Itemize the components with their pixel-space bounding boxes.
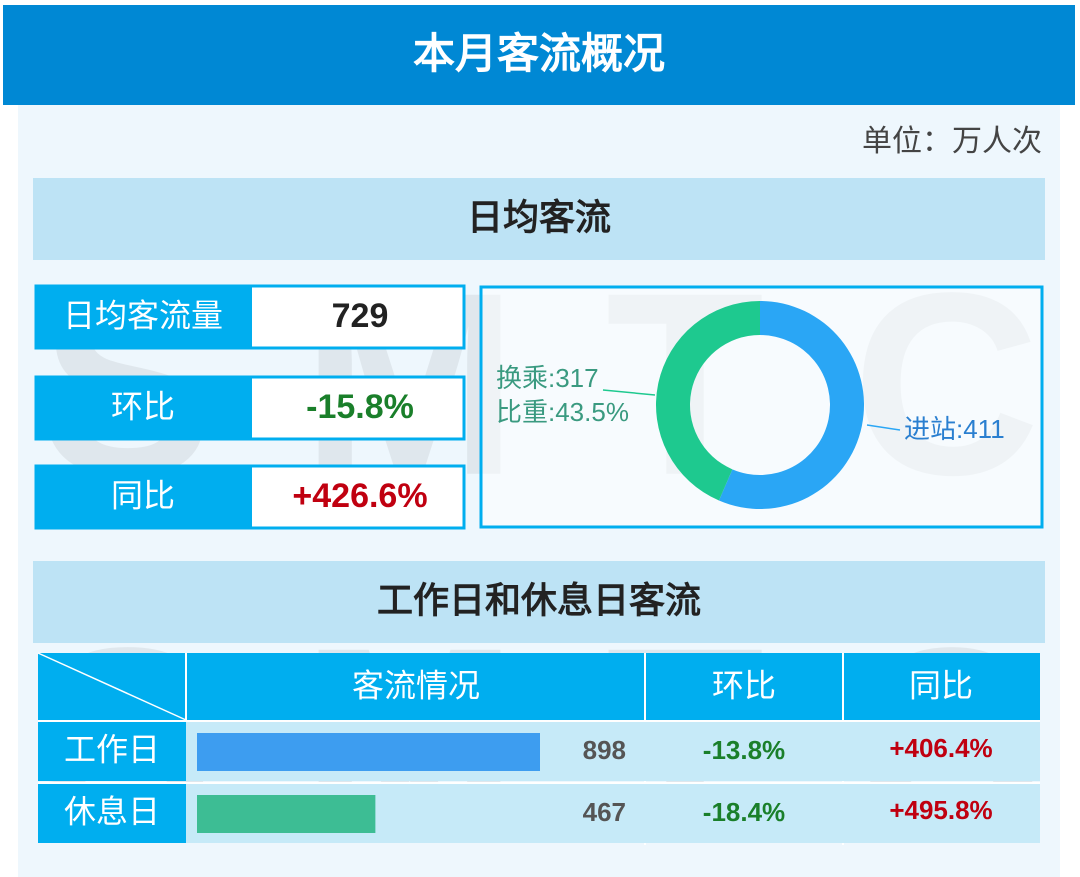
stat-value: +426.6% <box>292 477 427 515</box>
stat-label: 环比 <box>111 388 175 424</box>
column-header: 环比 <box>712 667 776 703</box>
donut-label: 进站:411 <box>904 414 1005 444</box>
label-cell <box>35 465 252 529</box>
row-mom: -13.8% <box>703 735 785 765</box>
label-cell <box>35 285 252 349</box>
row-name-cell <box>38 783 186 843</box>
leader-line <box>602 389 656 396</box>
section-bar <box>33 561 1045 643</box>
label-cell <box>35 376 252 440</box>
column-header: 客流情况 <box>352 667 480 703</box>
leader-line <box>866 424 901 431</box>
section-bar <box>33 178 1045 260</box>
row-value: 467 <box>583 797 626 827</box>
row-name-cell <box>38 721 186 781</box>
column-header: 同比 <box>909 667 973 703</box>
stats: 日均客流量 729 环比 -15.8% 同比 +426.6% <box>34 284 466 530</box>
donut-segment <box>718 301 865 509</box>
stat-label: 同比 <box>111 477 175 513</box>
donut-label: 比重:43.5% <box>496 397 629 427</box>
stat-value: 729 <box>332 297 389 335</box>
bar <box>197 795 376 833</box>
row-yoy: +495.8% <box>889 795 992 825</box>
row-value: 898 <box>583 735 626 765</box>
unit: 单位：万人次 <box>862 125 1042 158</box>
row-mom: -18.4% <box>703 797 785 827</box>
donut-label: 换乘:317 <box>496 363 599 393</box>
row-name: 工作日 <box>64 731 160 767</box>
header-bar <box>3 5 1075 105</box>
diagonal <box>37 652 187 721</box>
section-title: 工作日和休息日客流 <box>377 580 701 621</box>
section-title: 日均客流 <box>467 197 611 238</box>
stat-label: 日均客流量 <box>63 297 223 333</box>
table-header <box>38 653 1040 720</box>
table-rows: 工作日 898 -13.8% +406.4% 休息日 467 -18.4% +495.8% <box>38 720 1040 843</box>
donut-segment <box>656 301 760 501</box>
row-name: 休息日 <box>64 793 160 829</box>
stat-value: -15.8% <box>306 388 414 426</box>
title: 本月客流概况 <box>413 30 665 77</box>
row-yoy: +406.4% <box>889 733 992 763</box>
bar <box>197 733 540 771</box>
